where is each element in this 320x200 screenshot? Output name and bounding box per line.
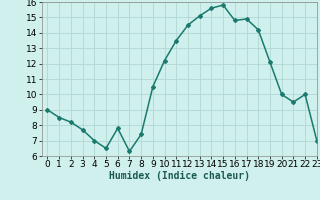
X-axis label: Humidex (Indice chaleur): Humidex (Indice chaleur)	[109, 171, 250, 181]
